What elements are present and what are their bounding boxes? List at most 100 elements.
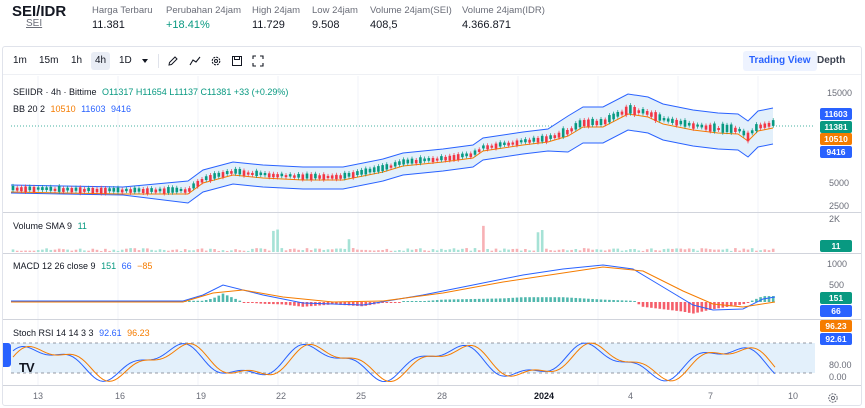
macd-histogram-bar xyxy=(536,297,540,302)
gear-icon[interactable] xyxy=(208,52,224,70)
hist-value: −85 xyxy=(137,261,153,271)
candle-body xyxy=(511,142,515,145)
macd-histogram-bar xyxy=(297,302,300,307)
candle-body xyxy=(116,187,120,193)
volume-bar xyxy=(78,248,82,252)
candle-body xyxy=(662,118,666,121)
volume-bar xyxy=(192,250,195,252)
candle-body xyxy=(45,187,48,191)
volume-bar xyxy=(486,249,489,252)
tradingview-logo[interactable]: TV xyxy=(19,360,35,375)
macd-histogram-bar xyxy=(616,300,620,302)
macd-histogram-bar xyxy=(515,297,519,302)
volume-bar xyxy=(599,249,603,252)
volume-bar xyxy=(494,248,498,252)
volume-bar xyxy=(406,248,410,252)
candle-body xyxy=(729,124,733,133)
bb-lower-badge: 9416 xyxy=(820,146,852,158)
candle-body xyxy=(528,139,531,143)
candle-body xyxy=(318,175,321,179)
chevron-down-icon[interactable] xyxy=(137,52,153,70)
stoch-k-value: 92.61 xyxy=(99,328,122,338)
macd-histogram-bar xyxy=(725,302,729,307)
save-icon[interactable] xyxy=(229,52,245,70)
pencil-icon[interactable] xyxy=(165,52,181,70)
toolbar-divider xyxy=(158,54,159,68)
volume-bar xyxy=(637,250,641,252)
bb-basis-value: 10510 xyxy=(50,104,76,114)
time-label: 25 xyxy=(356,391,367,401)
stat-volume-sei: Volume 24jam(SEI) 408,5 xyxy=(370,5,452,31)
macd-histogram-bar xyxy=(591,298,594,302)
macd-histogram-bar xyxy=(532,297,536,302)
volume-bar xyxy=(209,248,212,252)
indicators-icon[interactable] xyxy=(187,52,203,70)
settings-icon[interactable] xyxy=(827,391,839,403)
candle-body xyxy=(288,174,292,177)
candle-body xyxy=(326,175,330,179)
stat-volume-idr: Volume 24jam(IDR) 4.366.871 xyxy=(462,5,545,31)
pane-divider[interactable] xyxy=(3,212,861,213)
macd-histogram-bar xyxy=(624,300,628,302)
volume-bar xyxy=(524,248,527,252)
volume-bar xyxy=(377,250,380,252)
macd-histogram-bar xyxy=(389,302,393,303)
volume-bar xyxy=(662,249,666,252)
pane-divider[interactable] xyxy=(3,319,861,320)
volume-bar xyxy=(423,250,426,252)
candle-body xyxy=(108,188,111,192)
candle-body xyxy=(624,106,628,116)
volume-bar xyxy=(767,250,771,252)
trading-view-tab[interactable]: Trading View xyxy=(743,51,817,71)
pair-title: SEI/IDR xyxy=(12,3,67,20)
macd-histogram-bar xyxy=(570,297,573,302)
candle-body xyxy=(322,174,326,180)
volume-bar xyxy=(536,232,540,252)
volume-bar xyxy=(616,248,620,252)
macd-histogram-bar xyxy=(729,302,733,307)
price-chart-canvas[interactable] xyxy=(3,76,815,386)
volume-bar xyxy=(734,248,737,252)
depth-tab[interactable]: Depth xyxy=(817,55,846,66)
candle-body xyxy=(234,168,237,174)
candle-body xyxy=(70,188,74,193)
candle-body xyxy=(263,172,267,176)
volume-bar xyxy=(234,249,237,252)
macd-histogram-bar xyxy=(196,300,200,302)
base-asset-link[interactable]: SEI xyxy=(26,18,43,29)
fullscreen-icon[interactable] xyxy=(250,52,266,70)
signal-value: 66 xyxy=(121,261,132,271)
interval-1m[interactable]: 1m xyxy=(13,55,27,66)
macd-histogram-bar xyxy=(549,297,552,302)
volume-bar xyxy=(238,250,242,252)
candle-body xyxy=(284,175,288,178)
candle-body xyxy=(368,168,372,173)
macd-histogram-bar xyxy=(406,301,410,302)
candle-body xyxy=(402,159,405,165)
interval-4h[interactable]: 4h xyxy=(91,52,111,70)
volume-bar xyxy=(620,250,624,252)
interval-15m[interactable]: 15m xyxy=(39,55,59,66)
pane-divider[interactable] xyxy=(3,253,861,254)
volume-bar xyxy=(188,250,191,252)
candle-body xyxy=(276,174,279,178)
macd-histogram-bar xyxy=(288,302,292,306)
volume-bar xyxy=(32,250,36,252)
macd-badge: 151 xyxy=(820,292,852,304)
interval-1h[interactable]: 1h xyxy=(71,55,83,66)
volume-bar xyxy=(343,248,347,252)
scroll-handle[interactable] xyxy=(3,343,11,367)
candle-body xyxy=(406,159,410,164)
volume-bar xyxy=(482,225,485,252)
candle-body xyxy=(419,157,422,164)
volume-bar xyxy=(612,248,615,252)
last-price-badge: 11381 xyxy=(820,121,852,133)
candle-body xyxy=(389,165,393,168)
interval-1d[interactable]: 1D xyxy=(119,55,132,66)
volume-bar xyxy=(141,248,145,252)
volume-bar xyxy=(427,250,431,252)
macd-histogram-bar xyxy=(540,297,544,302)
candle-body xyxy=(675,119,678,126)
candle-body xyxy=(524,139,527,143)
macd-histogram-bar xyxy=(477,298,481,302)
